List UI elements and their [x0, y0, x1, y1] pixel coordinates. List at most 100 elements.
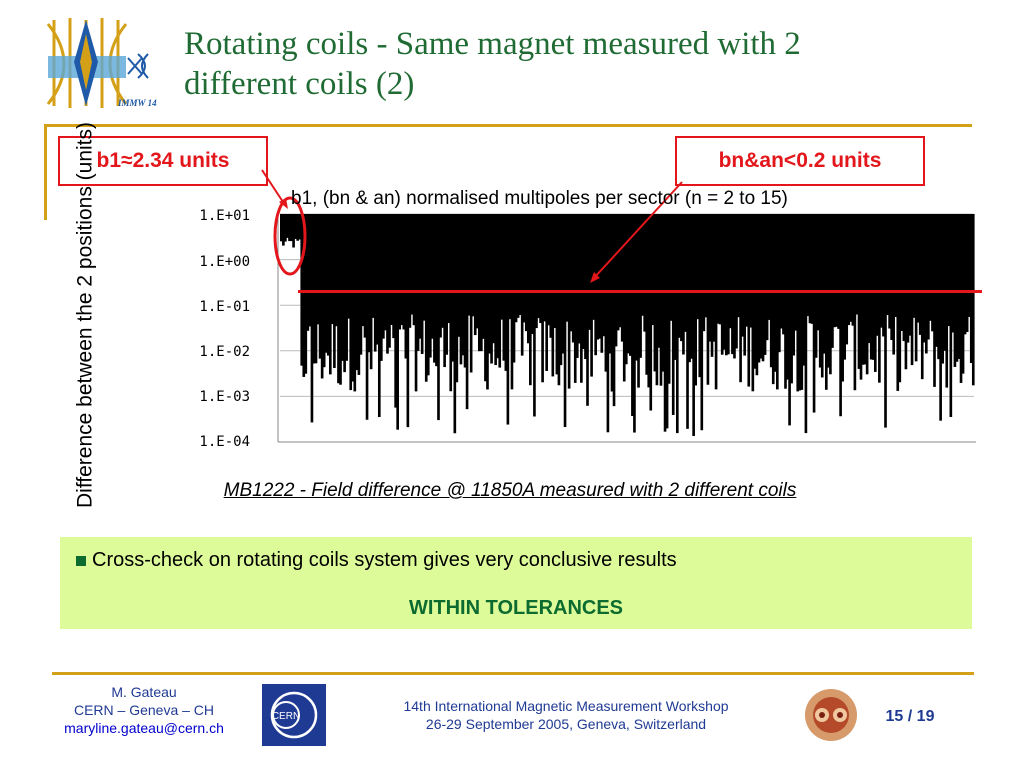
header-rule-vertical [44, 124, 47, 220]
chart-bar [935, 214, 938, 347]
chart-bar [598, 214, 602, 339]
chart-bar [335, 214, 338, 327]
chart-bar [718, 214, 722, 325]
chart-bar [763, 214, 767, 355]
page-number: 15 / 19 [885, 708, 935, 725]
footer-email[interactable]: maryline.gateau@cern.ch [64, 720, 224, 736]
chart-bar [835, 214, 838, 327]
chart-bar [792, 214, 795, 356]
chart-bar [890, 214, 893, 341]
chart-bar [898, 214, 902, 383]
y-tick-label: 1.E+01 [199, 208, 250, 224]
chart-bar [843, 214, 846, 360]
chart-bar [727, 214, 730, 355]
y-tick-label: 1.E-02 [199, 344, 250, 360]
chart-bar [855, 214, 859, 315]
chart-bar [516, 214, 520, 318]
chart-bar [410, 214, 414, 315]
chart-bar [377, 214, 381, 418]
chart-bar [761, 214, 765, 362]
chart-bar [573, 214, 577, 383]
chart-bar [371, 214, 375, 318]
chart-bar [445, 214, 448, 355]
chart-bar [402, 214, 406, 330]
chart-bar [467, 214, 471, 316]
chart-bar [535, 214, 538, 329]
chart-bar [414, 214, 418, 392]
chart-bar [820, 214, 824, 378]
chart-bar [345, 214, 348, 361]
chart-bar [871, 214, 875, 360]
chart-bar [361, 214, 365, 327]
lhc-magnet-icon [805, 689, 857, 741]
chart-bar [635, 214, 638, 361]
chart-bar [392, 214, 395, 339]
chart-bar [312, 214, 316, 364]
chart-bar [710, 214, 714, 357]
chart-bar [794, 214, 798, 331]
chart-bar [776, 214, 779, 390]
conclusion-text: WITHIN TOLERANCES [408, 597, 624, 619]
chart-bar [473, 214, 477, 336]
chart-bar [582, 214, 585, 350]
chart-bar [651, 214, 655, 326]
chart-bar [280, 214, 283, 242]
chart-bar [437, 214, 440, 421]
chart-bar [549, 214, 553, 338]
chart-bar [310, 214, 314, 423]
chart-bar [633, 214, 636, 433]
chart-bar [418, 214, 422, 339]
chart-bar [347, 214, 350, 319]
chart-bar [859, 214, 863, 380]
chart-bar [882, 214, 885, 337]
chart-bar [594, 214, 597, 356]
chart-bar [749, 214, 753, 328]
chart-bar [398, 214, 402, 330]
chart-bar [341, 214, 344, 361]
chart-bar [806, 214, 810, 317]
chart-bar [900, 214, 904, 331]
chart-bar [743, 214, 746, 356]
chart-bar [622, 214, 626, 382]
chart-bar [865, 214, 869, 375]
immw-logo: IMMW 14 [46, 18, 157, 108]
b1-highlight-ellipse [273, 196, 307, 276]
chart-bar [845, 214, 849, 345]
chart-bar [714, 214, 718, 390]
chart-bar [902, 214, 906, 342]
chart-bar [492, 214, 495, 344]
svg-text:IMMW 14: IMMW 14 [117, 98, 157, 108]
chart-bar [800, 214, 804, 390]
chart-bar [412, 214, 416, 326]
chart-bar [916, 214, 920, 323]
chart-bar [584, 214, 587, 360]
chart-bar [316, 214, 320, 325]
chart-bar [482, 214, 485, 339]
chart-bar [896, 214, 900, 391]
chart-bar [431, 214, 434, 339]
footer-event-line-2: 26-29 September 2005, Geneva, Switzerlan… [425, 716, 707, 732]
chart-bar [284, 214, 287, 242]
chart-bar [869, 214, 873, 360]
chart-bar [290, 214, 293, 242]
chart-bar [637, 214, 640, 388]
bn-an-arrowhead [590, 272, 600, 283]
chart-bar [469, 214, 473, 373]
chart-bar [524, 214, 528, 332]
chart-bar [451, 214, 455, 362]
chart-bar [925, 214, 928, 354]
chart-bar [514, 214, 518, 323]
chart-bar [700, 214, 704, 431]
chart-bar [965, 214, 969, 332]
chart-bar [920, 214, 924, 380]
chart-bar [586, 214, 589, 406]
chart-bar [326, 214, 330, 356]
chart-bar [627, 214, 630, 354]
chart-bar [588, 214, 591, 330]
chart-bar [812, 214, 816, 413]
chart-bar [927, 214, 930, 340]
chart-bar [324, 214, 328, 353]
chart-bar [602, 214, 606, 337]
chart-bar [692, 214, 695, 437]
